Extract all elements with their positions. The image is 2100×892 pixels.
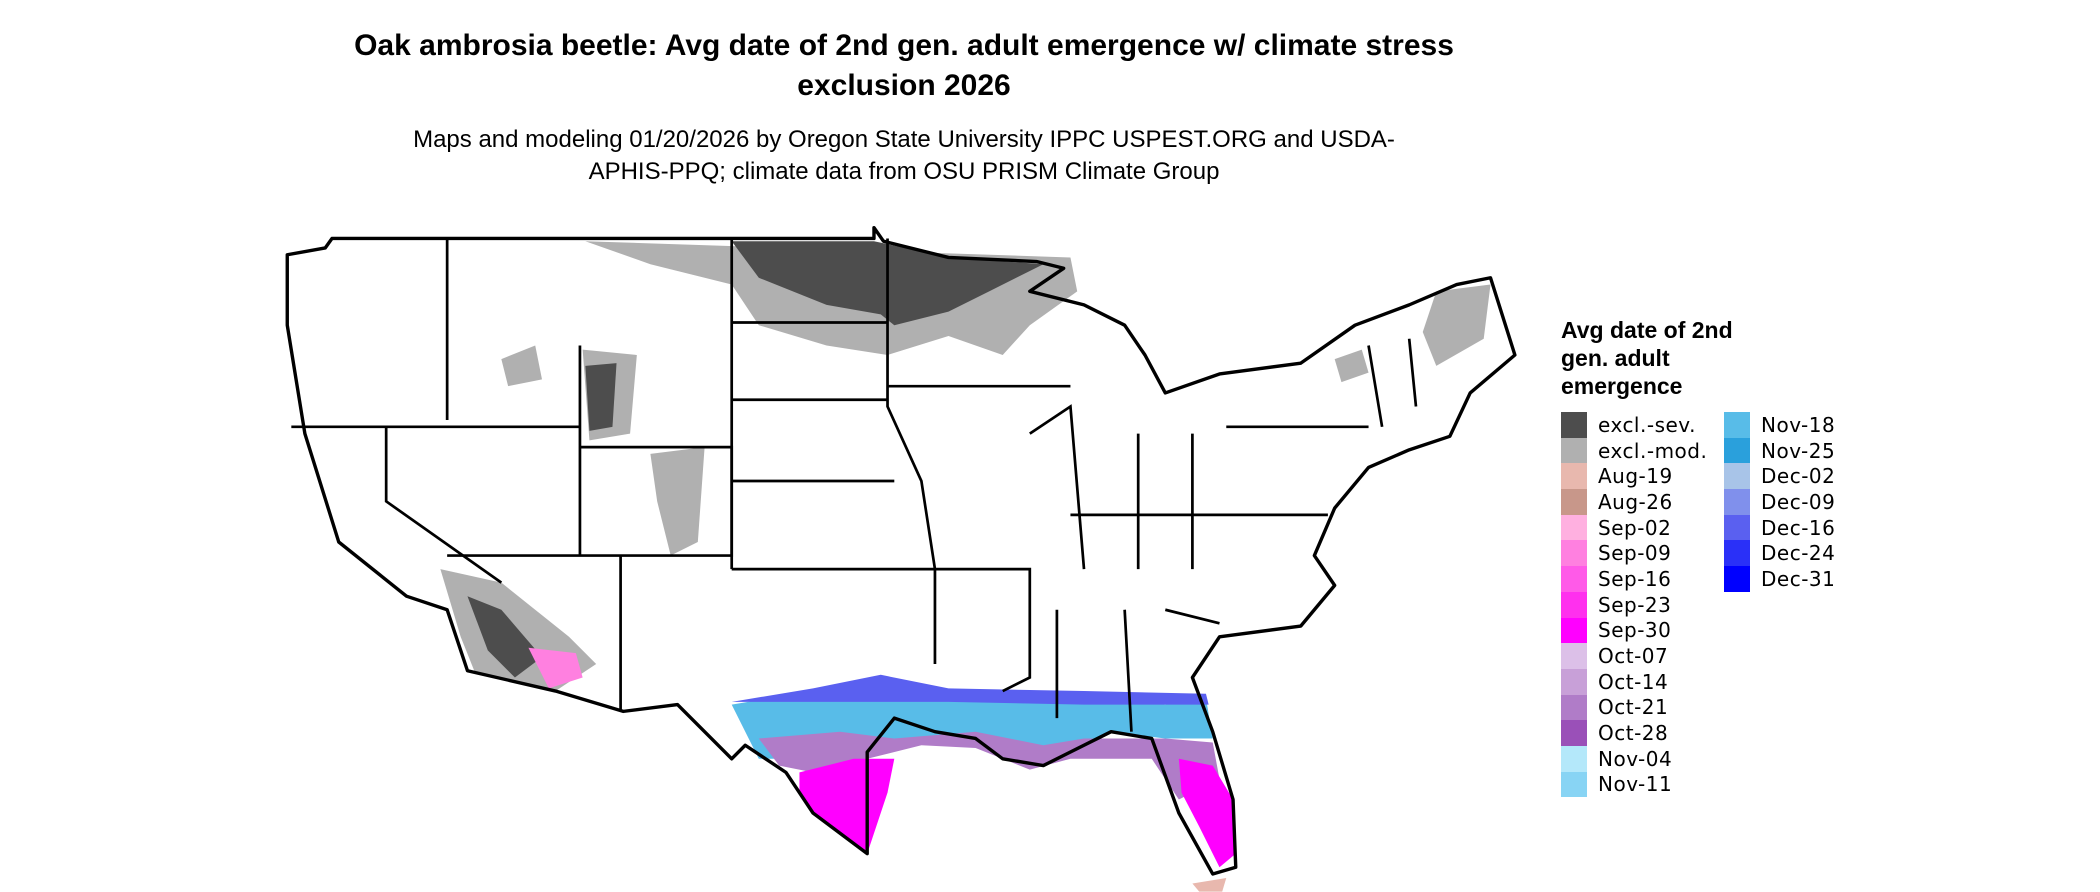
- legend-label: Dec-31: [1761, 566, 1836, 591]
- zone-gulf-dec: [731, 674, 1209, 705]
- legend-label: Nov-04: [1598, 746, 1673, 771]
- legend-item: Dec-24: [1724, 540, 1864, 567]
- legend-swatch: [1561, 437, 1587, 464]
- legend-item: Sep-02: [1561, 514, 1724, 541]
- legend-label: excl.-mod.: [1598, 438, 1708, 463]
- legend-item: Dec-31: [1724, 566, 1864, 592]
- legend-swatch: [1561, 412, 1587, 438]
- legend-label: Oct-21: [1598, 695, 1669, 720]
- legend-item: Aug-19: [1561, 463, 1724, 490]
- legend-label: Sep-16: [1598, 566, 1672, 591]
- legend-label: Sep-23: [1598, 592, 1672, 617]
- legend-label: Aug-19: [1598, 464, 1673, 489]
- legend-item: Nov-18: [1724, 412, 1864, 438]
- legend-item: Oct-07: [1561, 643, 1724, 669]
- legend-label: Dec-16: [1761, 515, 1836, 540]
- legend-item: Dec-09: [1724, 489, 1864, 515]
- zone-excl-mod: [1422, 284, 1491, 366]
- legend-swatch: [1561, 489, 1587, 515]
- legend-swatch: [1561, 566, 1587, 592]
- legend-label: Nov-11: [1598, 772, 1673, 797]
- legend-swatch: [1561, 514, 1587, 541]
- legend-label: Nov-18: [1761, 412, 1836, 437]
- state-lines: [291, 238, 1418, 732]
- legend-swatch: [1724, 566, 1750, 592]
- legend-label: Sep-09: [1598, 541, 1672, 566]
- legend-item: Sep-30: [1561, 617, 1724, 644]
- legend-swatch: [1724, 540, 1750, 567]
- legend-swatch: [1561, 540, 1587, 567]
- zone-excl-mod: [1334, 349, 1369, 383]
- legend-item: Sep-09: [1561, 540, 1724, 567]
- legend: excl.-sev. excl.-mod. Aug-19 Aug-26 Sep-02 Se…: [1561, 412, 1864, 798]
- legend-item: Dec-02: [1724, 463, 1864, 490]
- legend-title: Avg date of 2nd gen. adult emergence: [1561, 317, 1733, 399]
- legend-swatch: [1724, 463, 1750, 490]
- legend-label: excl.-sev.: [1598, 412, 1696, 437]
- zone-florida-sep: [1178, 758, 1236, 868]
- legend-swatch: [1724, 489, 1750, 515]
- legend-item: Nov-04: [1561, 745, 1724, 772]
- legend-item: Dec-16: [1724, 514, 1864, 541]
- legend-swatch: [1561, 591, 1587, 618]
- legend-item: Oct-28: [1561, 720, 1724, 746]
- legend-label: Sep-30: [1598, 618, 1672, 643]
- legend-label: Oct-28: [1598, 721, 1669, 746]
- legend-label: Oct-07: [1598, 644, 1669, 669]
- legend-item: Oct-14: [1561, 668, 1724, 695]
- legend-swatch: [1724, 437, 1750, 464]
- legend-label: Aug-26: [1598, 489, 1673, 514]
- legend-swatch: [1561, 617, 1587, 644]
- legend-label: Dec-02: [1761, 464, 1836, 489]
- legend-item: Oct-21: [1561, 694, 1724, 721]
- zone-keys: [1192, 878, 1227, 892]
- legend-swatch: [1561, 694, 1587, 721]
- legend-swatch: [1561, 745, 1587, 772]
- legend-item: Sep-23: [1561, 591, 1724, 618]
- legend-label: Oct-14: [1598, 669, 1669, 694]
- map-subtitle: Maps and modeling 01/20/2026 by Oregon S…: [413, 126, 1395, 185]
- zone-southwest: [528, 647, 583, 689]
- map-title: Oak ambrosia beetle: Avg date of 2nd gen…: [354, 29, 1454, 102]
- legend-swatch: [1724, 514, 1750, 541]
- legend-item: excl.-sev.: [1561, 412, 1724, 438]
- legend-swatch: [1561, 720, 1587, 746]
- legend-item: Nov-11: [1561, 771, 1724, 798]
- legend-swatch: [1724, 412, 1750, 438]
- legend-swatch: [1561, 771, 1587, 798]
- zone-southwest: [467, 596, 542, 678]
- legend-label: Nov-25: [1761, 438, 1836, 463]
- legend-swatch: [1561, 463, 1587, 490]
- legend-item: excl.-mod.: [1561, 437, 1724, 464]
- us-outline: [285, 225, 1517, 876]
- legend-label: Sep-02: [1598, 515, 1672, 540]
- zone-texas-sep: [799, 758, 895, 854]
- map-body: [285, 225, 1517, 892]
- legend-item: Sep-16: [1561, 566, 1724, 592]
- legend-item: Nov-25: [1724, 437, 1864, 464]
- legend-swatch: [1561, 668, 1587, 695]
- legend-label: Dec-24: [1761, 541, 1836, 566]
- zone-gulf-oct: [758, 731, 1220, 800]
- legend-item: Aug-26: [1561, 489, 1724, 515]
- zone-excl-sev: [585, 363, 617, 431]
- legend-label: Dec-09: [1761, 489, 1836, 514]
- legend-swatch: [1561, 643, 1587, 669]
